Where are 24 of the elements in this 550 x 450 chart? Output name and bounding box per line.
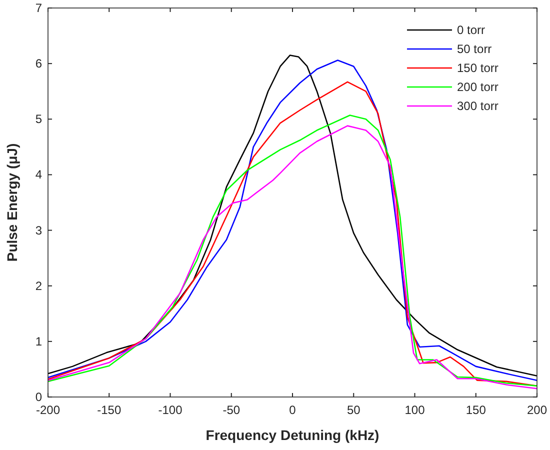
y-tick-label: 2 xyxy=(35,278,42,293)
y-tick-label: 1 xyxy=(35,334,42,348)
legend-label: 150 torr xyxy=(457,61,498,75)
y-axis-title: Pulse Energy (μJ) xyxy=(4,143,20,262)
y-tick-label: 3 xyxy=(35,223,42,238)
x-tick-label: 150 xyxy=(466,403,486,417)
x-tick-label: -200 xyxy=(36,403,60,417)
x-tick-label: 0 xyxy=(289,403,296,417)
x-tick-label: -100 xyxy=(158,403,183,417)
x-axis-title: Frequency Detuning (kHz) xyxy=(206,427,380,443)
y-tick-label: 6 xyxy=(35,56,42,71)
y-tick-label: 5 xyxy=(35,112,42,126)
legend-label: 200 torr xyxy=(457,80,498,94)
y-tick-label: 0 xyxy=(35,390,42,404)
legend-label: 0 torr xyxy=(457,23,486,37)
legend-label: 50 torr xyxy=(457,42,492,56)
x-tick-label: 200 xyxy=(526,403,548,417)
x-tick-label: 100 xyxy=(404,403,426,417)
x-tick-label: -50 xyxy=(222,403,240,417)
y-tick-label: 7 xyxy=(35,1,42,15)
y-tick-label: 4 xyxy=(35,168,42,182)
x-tick-label: 50 xyxy=(346,403,361,417)
legend-label: 300 torr xyxy=(457,99,498,113)
x-tick-label: -150 xyxy=(97,403,122,417)
